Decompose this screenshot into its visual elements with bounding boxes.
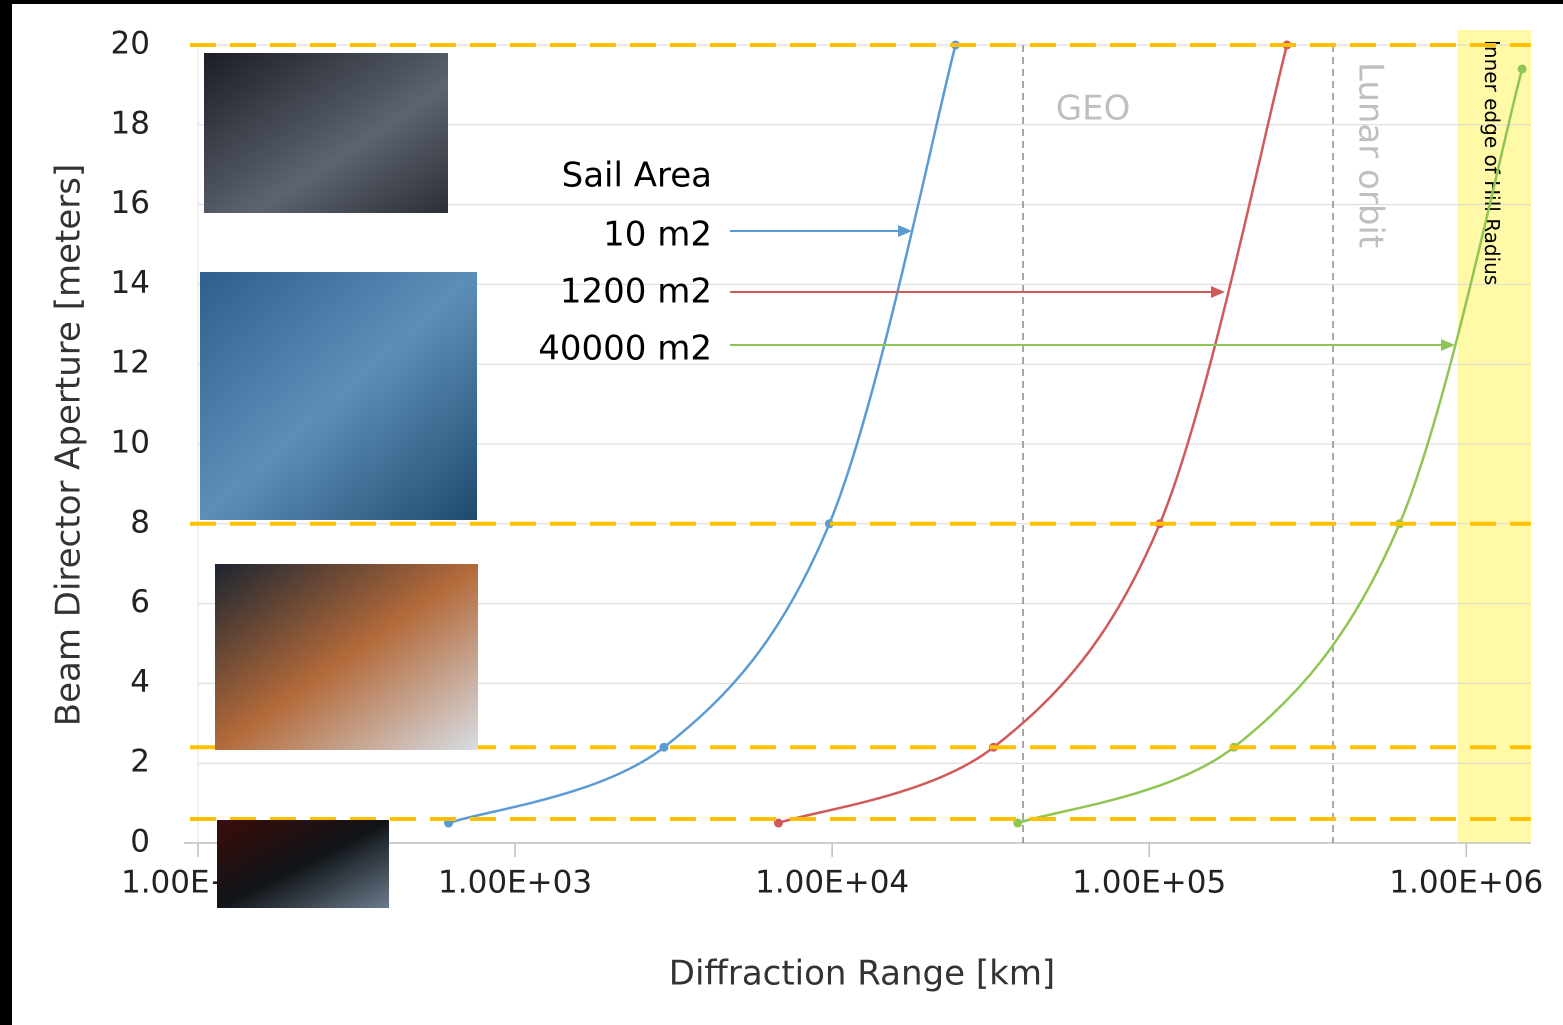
x-tick-label: 1.00E+05 <box>1072 865 1226 901</box>
y-tick-label: 12 <box>111 345 150 381</box>
y-tick-label: 20 <box>111 26 150 62</box>
picture <box>200 272 477 520</box>
x-axis-title: Diffraction Range [km] <box>669 954 1055 994</box>
y-tick-label: 18 <box>111 105 150 141</box>
chart: 024681012141618201.00E+021.00E+031.00E+0… <box>0 0 1563 1025</box>
point <box>1518 64 1527 73</box>
picture <box>217 820 389 908</box>
x-tick-label: 1.00E+03 <box>438 865 592 901</box>
legend-label: 10 m2 <box>603 215 712 255</box>
legend-label: 1200 m2 <box>560 272 712 312</box>
x-tick-label: 1.00E+06 <box>1389 865 1543 901</box>
point <box>660 743 669 752</box>
y-tick-label: 0 <box>130 824 150 860</box>
y-tick-label: 16 <box>111 185 150 221</box>
legend-title: Sail Area <box>562 156 712 196</box>
page: 024681012141618201.00E+021.00E+031.00E+0… <box>0 0 1563 1025</box>
y-tick-label: 10 <box>111 425 150 461</box>
y-tick-label: 14 <box>111 265 150 301</box>
x-tick-label: 1.00E+04 <box>755 865 909 901</box>
y-tick-label: 8 <box>130 504 150 540</box>
y-tick-label: 6 <box>130 584 150 620</box>
y-tick-label: 4 <box>130 664 150 700</box>
legend-label: 40000 m2 <box>538 329 712 369</box>
picture <box>215 564 478 750</box>
geo-label: GEO <box>1056 89 1131 129</box>
picture <box>204 53 448 213</box>
y-tick-label: 2 <box>130 744 150 780</box>
y-axis-title: Beam Director Aperture [meters] <box>49 164 89 726</box>
lunar-label: Lunar orbit <box>1351 62 1391 248</box>
